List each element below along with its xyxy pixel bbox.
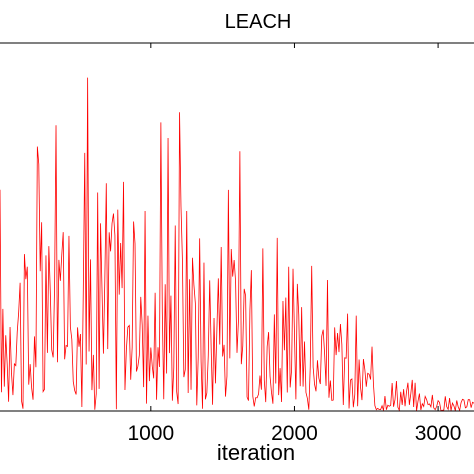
chart-title: LEACH: [225, 11, 292, 33]
x-tick-label: 2000: [271, 422, 318, 445]
x-tick-label: 3000: [415, 422, 462, 445]
tick-layer: 1000 2000 3000: [127, 43, 461, 445]
data-layer: [0, 77, 474, 412]
x-axis-label: iteration: [217, 440, 295, 465]
series-line: [0, 77, 474, 412]
x-tick-label: 1000: [127, 422, 174, 445]
